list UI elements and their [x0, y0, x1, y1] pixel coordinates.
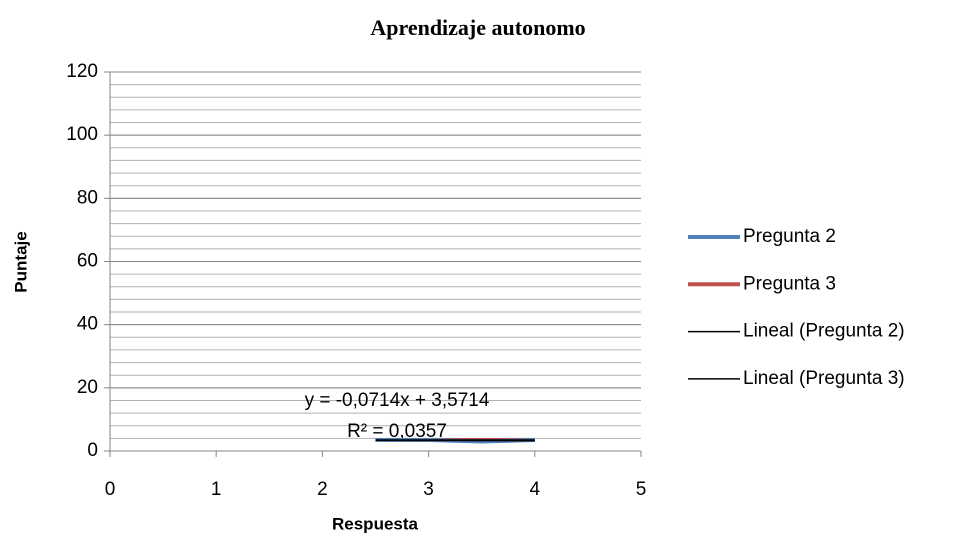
- x-tick-label: 1: [211, 479, 222, 500]
- y-axis-label: Puntaje: [11, 231, 30, 292]
- legend-label: Lineal (Pregunta 2): [743, 321, 905, 342]
- x-axis-label: Respuesta: [332, 514, 419, 533]
- legend-label: Lineal (Pregunta 3): [743, 368, 905, 389]
- y-tick-label: 80: [77, 187, 98, 208]
- x-tick-label: 4: [530, 479, 541, 500]
- trendline-equation: y = -0,0714x + 3,5714: [305, 390, 490, 411]
- x-tick-label: 0: [105, 479, 116, 500]
- y-tick-label: 40: [77, 314, 98, 335]
- y-tick-label: 100: [66, 124, 98, 145]
- legend-label: Pregunta 3: [743, 273, 836, 294]
- y-tick-label: 0: [87, 440, 98, 461]
- legend-label: Pregunta 2: [743, 226, 836, 247]
- x-tick-label: 3: [423, 479, 434, 500]
- y-tick-label: 60: [77, 251, 98, 272]
- y-tick-label: 20: [77, 377, 98, 398]
- x-tick-label: 5: [636, 479, 647, 500]
- y-tick-label: 120: [66, 61, 98, 82]
- chart-title: Aprendizaje autonomo: [370, 15, 585, 40]
- x-tick-label: 2: [317, 479, 328, 500]
